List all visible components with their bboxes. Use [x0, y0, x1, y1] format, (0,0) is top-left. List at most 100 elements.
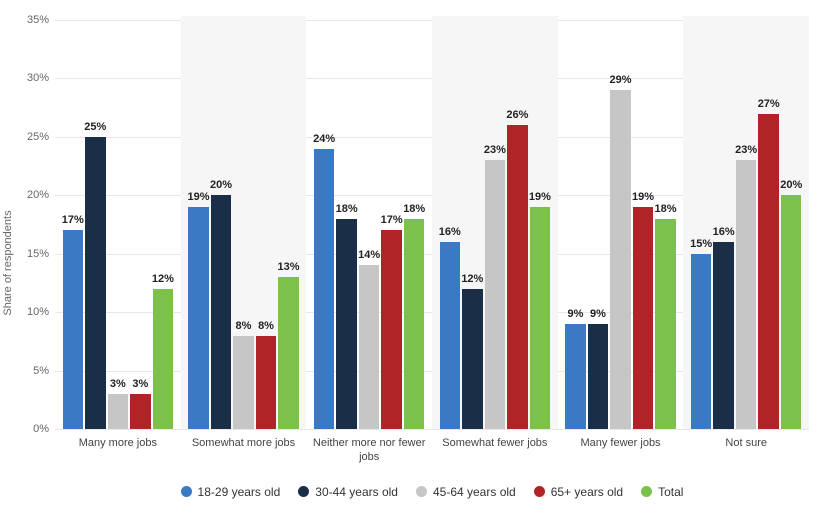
bar-fill: 9%: [565, 324, 586, 429]
bar-fill: 19%: [633, 207, 654, 429]
bar-value-label: 27%: [758, 98, 780, 110]
bar: 3%: [130, 20, 151, 429]
bar-value-label: 26%: [506, 109, 528, 121]
legend-label: 30-44 years old: [315, 485, 398, 499]
y-tick-label: 20%: [15, 189, 49, 201]
bar: 13%: [278, 20, 299, 429]
y-tick-label: 35%: [15, 14, 49, 26]
category-group: 19%20%8%8%13%: [181, 20, 307, 429]
bar-fill: 20%: [781, 195, 802, 429]
bar-fill: 3%: [108, 394, 129, 429]
bar: 16%: [713, 20, 734, 429]
y-axis-title: Share of respondents: [2, 210, 14, 315]
bar-fill: 16%: [440, 242, 461, 429]
bar-value-label: 19%: [529, 191, 551, 203]
bar: 14%: [359, 20, 380, 429]
bar: 25%: [85, 20, 106, 429]
bar-value-label: 23%: [735, 144, 757, 156]
x-tick-label: Somewhat fewer jobs: [432, 436, 558, 465]
legend-item[interactable]: 45-64 years old: [416, 485, 516, 499]
legend-label: Total: [658, 485, 683, 499]
bar-value-label: 8%: [236, 320, 252, 332]
bar: 19%: [633, 20, 654, 429]
x-tick-label: Neither more nor fewer jobs: [306, 436, 432, 465]
bar-value-label: 23%: [484, 144, 506, 156]
bar: 19%: [530, 20, 551, 429]
bar-fill: 26%: [507, 125, 528, 429]
bar-fill: 27%: [758, 114, 779, 430]
bar-value-label: 24%: [313, 133, 335, 145]
bar-fill: 17%: [63, 230, 84, 429]
legend-item[interactable]: 30-44 years old: [298, 485, 398, 499]
bar: 12%: [462, 20, 483, 429]
bar-value-label: 9%: [590, 308, 606, 320]
bar-fill: 24%: [314, 149, 335, 429]
bar-fill: 9%: [588, 324, 609, 429]
bar-value-label: 18%: [655, 203, 677, 215]
category-group: 17%25%3%3%12%: [55, 20, 181, 429]
bar-fill: 20%: [211, 195, 232, 429]
bar-value-label: 8%: [258, 320, 274, 332]
bar: 18%: [336, 20, 357, 429]
category-group: 16%12%23%26%19%: [432, 20, 558, 429]
bar-value-label: 20%: [210, 179, 232, 191]
bar-value-label: 25%: [84, 121, 106, 133]
bar-fill: 19%: [188, 207, 209, 429]
bar: 17%: [381, 20, 402, 429]
bar-fill: 18%: [336, 219, 357, 429]
bar: 20%: [781, 20, 802, 429]
bar-value-label: 13%: [278, 261, 300, 273]
legend-label: 45-64 years old: [433, 485, 516, 499]
bar-fill: 8%: [256, 336, 277, 429]
bar-fill: 18%: [404, 219, 425, 429]
legend-item[interactable]: Total: [641, 485, 683, 499]
bar: 19%: [188, 20, 209, 429]
bar-value-label: 19%: [632, 191, 654, 203]
legend-swatch: [181, 486, 192, 497]
y-tick-label: 0%: [15, 423, 49, 435]
gridline: [55, 429, 809, 430]
legend-swatch: [298, 486, 309, 497]
bar-value-label: 16%: [439, 226, 461, 238]
bar: 26%: [507, 20, 528, 429]
bar: 27%: [758, 20, 779, 429]
bar: 17%: [63, 20, 84, 429]
bar-value-label: 14%: [358, 249, 380, 261]
bar: 9%: [588, 20, 609, 429]
bar-value-label: 29%: [610, 74, 632, 86]
bar-fill: 8%: [233, 336, 254, 429]
bar-value-label: 12%: [152, 273, 174, 285]
x-axis-labels: Many more jobsSomewhat more jobsNeither …: [55, 436, 809, 465]
legend-item[interactable]: 65+ years old: [534, 485, 623, 499]
category-group: 24%18%14%17%18%: [306, 20, 432, 429]
bar: 20%: [211, 20, 232, 429]
bar: 23%: [485, 20, 506, 429]
bar: 29%: [610, 20, 631, 429]
plot-area: 0%5%10%15%20%25%30%35% 17%25%3%3%12%19%2…: [55, 20, 809, 430]
bar-value-label: 12%: [461, 273, 483, 285]
bar: 9%: [565, 20, 586, 429]
bar-value-label: 16%: [713, 226, 735, 238]
bar-value-label: 15%: [690, 238, 712, 250]
bar: 3%: [108, 20, 129, 429]
y-tick-label: 5%: [15, 365, 49, 377]
bar-value-label: 20%: [780, 179, 802, 191]
legend-label: 18-29 years old: [198, 485, 281, 499]
bar-fill: 15%: [691, 254, 712, 429]
bar: 24%: [314, 20, 335, 429]
category-group: 9%9%29%19%18%: [558, 20, 684, 429]
bar: 15%: [691, 20, 712, 429]
bar: 8%: [233, 20, 254, 429]
y-tick-label: 30%: [15, 72, 49, 84]
bar-fill: 18%: [655, 219, 676, 429]
legend-item[interactable]: 18-29 years old: [181, 485, 281, 499]
bar-value-label: 18%: [403, 203, 425, 215]
bar: 12%: [153, 20, 174, 429]
bar: 23%: [736, 20, 757, 429]
y-tick-label: 15%: [15, 248, 49, 260]
bar-fill: 12%: [462, 289, 483, 429]
bar-value-label: 3%: [110, 378, 126, 390]
category-group: 15%16%23%27%20%: [683, 20, 809, 429]
bar: 18%: [404, 20, 425, 429]
legend-swatch: [641, 486, 652, 497]
